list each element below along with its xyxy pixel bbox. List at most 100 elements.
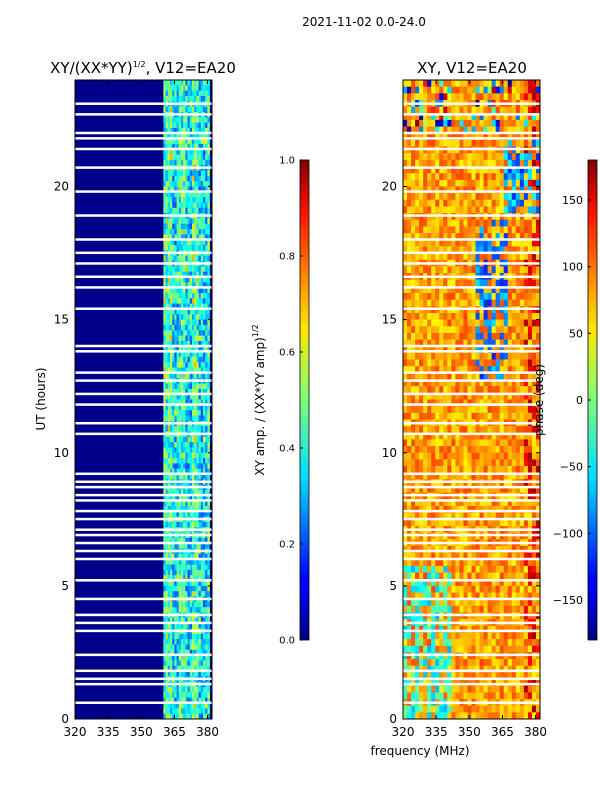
left-heatmap-cell bbox=[205, 207, 208, 214]
left-heatmap-cell bbox=[196, 362, 199, 368]
right-heatmap-cell bbox=[431, 326, 436, 334]
right-heatmap-cell bbox=[487, 426, 492, 434]
left-heatmap-cell bbox=[196, 500, 199, 507]
right-heatmap-cell bbox=[475, 80, 480, 87]
left-heatmap-cell bbox=[165, 308, 169, 315]
left-heatmap-cell bbox=[169, 202, 173, 209]
right-heatmap-cell bbox=[511, 506, 517, 513]
left-heatmap-cell bbox=[178, 106, 182, 113]
left-heatmap-cell bbox=[174, 543, 177, 549]
right-heatmap-cell bbox=[531, 219, 537, 227]
right-heatmap-cell bbox=[419, 312, 424, 320]
right-heatmap-cell bbox=[423, 426, 428, 434]
right-heatmap-cell bbox=[427, 226, 432, 234]
right-heatmap-cell bbox=[471, 153, 476, 161]
right-heatmap-cell bbox=[483, 346, 488, 354]
right-heatmap-cell bbox=[535, 206, 540, 214]
left-heatmap-cell bbox=[165, 388, 169, 395]
right-heatmap-cell bbox=[407, 412, 412, 420]
right-heatmap-cell bbox=[411, 226, 416, 234]
left-heatmap-cell bbox=[178, 271, 182, 278]
left-heatmap-cell bbox=[178, 436, 182, 443]
left-heatmap-cell bbox=[172, 186, 175, 193]
left-heatmap-cell bbox=[196, 511, 199, 517]
left-heatmap-cell bbox=[185, 553, 188, 560]
right-heatmap-cell bbox=[511, 186, 517, 194]
right-heatmap-cell bbox=[479, 113, 484, 121]
left-heatmap-cell bbox=[185, 591, 188, 597]
right-heatmap-cell bbox=[535, 299, 540, 307]
right-heatmap-cell bbox=[451, 439, 456, 447]
right-heatmap-cell bbox=[483, 512, 488, 520]
left-heatmap-cell bbox=[174, 186, 177, 193]
left-heatmap-cell bbox=[202, 287, 206, 294]
left-heatmap-cell bbox=[163, 90, 166, 97]
left-heatmap-cell bbox=[183, 383, 186, 390]
left-heatmap-cell bbox=[205, 191, 208, 198]
right-heatmap-cell bbox=[519, 519, 525, 527]
left-heatmap-cell bbox=[191, 138, 195, 145]
left-heatmap-cell bbox=[169, 117, 173, 123]
left-heatmap-cell bbox=[180, 655, 184, 661]
left-heatmap-cell bbox=[176, 234, 180, 241]
right-heatmap-cell bbox=[483, 239, 488, 247]
left-heatmap-cell bbox=[172, 234, 175, 241]
right-heatmap-cell bbox=[459, 319, 464, 327]
left-heatmap-cell bbox=[191, 319, 195, 326]
right-heatmap-cell bbox=[515, 472, 521, 480]
right-heatmap-cell bbox=[483, 426, 488, 434]
right-heatmap-cell bbox=[523, 139, 529, 147]
left-heatmap-cell bbox=[176, 410, 180, 416]
right-heatmap-cell bbox=[423, 226, 428, 234]
right-heatmap-cell bbox=[523, 372, 529, 380]
left-heatmap-cell bbox=[191, 468, 195, 475]
left-heatmap-cell bbox=[185, 95, 188, 102]
left-heatmap-cell bbox=[169, 277, 173, 283]
left-heatmap-cell bbox=[178, 181, 182, 187]
right-heatmap-cell bbox=[431, 293, 436, 300]
right-heatmap-cell bbox=[515, 266, 521, 274]
left-heatmap-cell bbox=[202, 351, 206, 358]
right-heatmap-cell bbox=[507, 166, 513, 174]
right-heatmap-cell bbox=[419, 446, 424, 454]
left-heatmap-cell bbox=[189, 319, 193, 326]
right-heatmap-cell bbox=[471, 246, 476, 254]
left-heatmap-cell bbox=[169, 154, 173, 161]
left-heatmap-cell bbox=[180, 335, 184, 342]
left-heatmap-cell bbox=[191, 404, 195, 411]
right-heatmap-cell bbox=[535, 153, 540, 161]
right-heatmap-cell bbox=[503, 339, 509, 347]
right-heatmap-cell bbox=[471, 466, 476, 474]
right-heatmap-cell bbox=[527, 153, 533, 161]
right-heatmap-cell bbox=[511, 512, 517, 520]
left-heatmap-cell bbox=[198, 537, 202, 544]
left-heatmap-cell bbox=[196, 351, 199, 358]
right-heatmap-cell bbox=[499, 206, 505, 214]
left-heatmap-cell bbox=[180, 106, 184, 113]
right-heatmap-cell bbox=[531, 352, 537, 360]
right-heatmap-cell bbox=[423, 439, 428, 447]
right-heatmap-cell bbox=[443, 193, 448, 201]
left-heatmap-cell bbox=[205, 90, 208, 97]
right-heatmap-cell bbox=[479, 312, 484, 320]
right-heatmap-cell bbox=[459, 246, 464, 254]
left-title-sup: 1/2 bbox=[133, 60, 146, 69]
right-heatmap-cell bbox=[447, 80, 452, 87]
right-heatmap-cell bbox=[419, 486, 424, 493]
left-heatmap-cell bbox=[191, 340, 195, 347]
right-heatmap-cell bbox=[475, 253, 480, 261]
right-heatmap-cell bbox=[415, 206, 420, 214]
right-heatmap-cell bbox=[439, 506, 444, 513]
left-heatmap-cell bbox=[198, 340, 202, 347]
left-heatmap-cell bbox=[178, 122, 182, 129]
left-heatmap-cell bbox=[194, 202, 197, 209]
left-heatmap-cell bbox=[178, 127, 182, 134]
left-heatmap-cell bbox=[185, 319, 188, 326]
left-heatmap-cell bbox=[169, 399, 173, 406]
left-heatmap-cell bbox=[185, 703, 188, 709]
left-heatmap-cell bbox=[189, 149, 193, 155]
left-heatmap-cell bbox=[180, 122, 184, 129]
right-heatmap-cell bbox=[467, 512, 472, 520]
left-heatmap-cell bbox=[172, 633, 175, 640]
right-heatmap-cell bbox=[507, 452, 513, 460]
